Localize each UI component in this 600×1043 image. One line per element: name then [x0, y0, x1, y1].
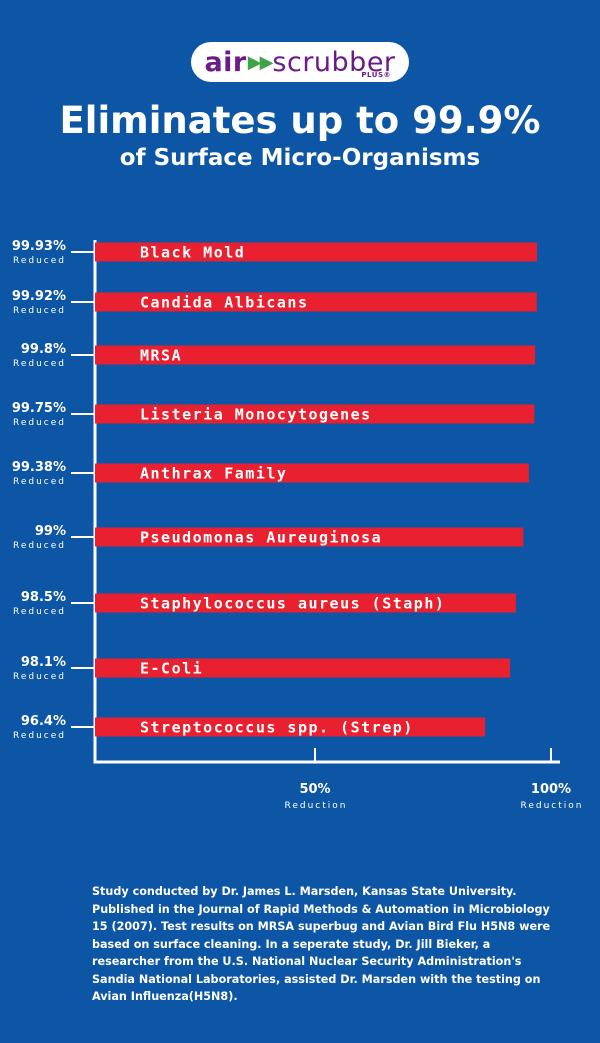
logo-arrows-icon: ▶▶ [247, 51, 274, 73]
bar-label: Staphylococcus aureus (Staph) [140, 595, 445, 613]
bar [95, 242, 537, 262]
value-label: 99.93% [12, 239, 66, 254]
reduced-label: Reduced [13, 477, 66, 487]
x-tick-label: 100% [531, 782, 571, 797]
bar-label: Anthrax Family [140, 465, 287, 483]
value-label: 99.75% [12, 401, 66, 416]
bar [95, 345, 536, 365]
x-tick-sublabel: Reduction [285, 801, 348, 811]
value-label: 99.8% [21, 342, 66, 357]
reduced-label: Reduced [13, 418, 66, 428]
bar [95, 463, 529, 483]
bar [95, 404, 535, 424]
value-label: 99% [35, 524, 66, 539]
reduced-label: Reduced [13, 672, 66, 682]
value-label: 99.92% [12, 289, 66, 304]
reduced-label: Reduced [13, 256, 66, 266]
x-tick-sublabel: Reduction [521, 801, 584, 811]
study-footnote: Study conducted by Dr. James L. Marsden,… [92, 885, 551, 1003]
bar [95, 658, 511, 678]
bar-label: Pseudomonas Aureuginosa [140, 529, 382, 547]
bar-label: Black Mold [140, 244, 245, 262]
value-label: 98.1% [21, 655, 66, 670]
value-label: 99.38% [12, 460, 66, 475]
bar [95, 527, 524, 547]
page-subtitle: of Surface Micro-Organisms [119, 145, 481, 171]
value-label: 98.5% [21, 590, 66, 605]
bar [95, 717, 485, 737]
x-tick-label: 50% [299, 782, 330, 797]
bar [95, 593, 516, 613]
reduced-label: Reduced [13, 607, 66, 617]
reduced-label: Reduced [13, 359, 66, 369]
value-label: 96.4% [21, 714, 66, 729]
logo-air-text: air [204, 46, 247, 78]
logo-scrubber-text: scrubber [272, 46, 396, 78]
bar-chart: Black Mold 99.93% Reduced Candida Albicans 9… [12, 239, 584, 811]
bar-label: Listeria Monocytogenes [140, 406, 372, 424]
bar-label: Candida Albicans [140, 294, 309, 312]
page-title: Eliminates up to 99.9% [59, 99, 541, 142]
reduced-label: Reduced [13, 306, 66, 316]
bar [95, 292, 537, 312]
reduced-label: Reduced [13, 541, 66, 551]
bar-label: MRSA [140, 347, 182, 365]
reduced-label: Reduced [13, 731, 66, 741]
logo-plus-text: PLUS® [361, 71, 391, 79]
brand-logo: air ▶▶ scrubber PLUS® [191, 42, 409, 82]
bar-label: Streptococcus spp. (Strep) [140, 719, 414, 737]
bar-label: E-Coli [140, 660, 203, 678]
